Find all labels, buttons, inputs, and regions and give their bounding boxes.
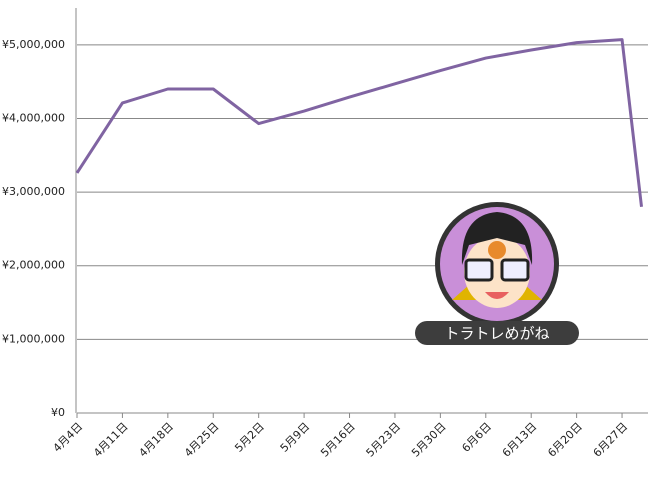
avatar-hair	[461, 212, 533, 265]
x-tick-label: 6月27日	[591, 420, 631, 460]
avatar-glasses	[500, 258, 530, 282]
x-tick-label: 4月4日	[51, 420, 86, 455]
y-tick-label: ¥0	[51, 406, 65, 419]
x-tick-label: 6月13日	[500, 420, 540, 460]
badge-label-bg	[415, 321, 579, 345]
avatar-badge: トラトレめがね	[415, 202, 579, 345]
x-tick-label: 5月30日	[409, 420, 449, 460]
x-tick-label: 4月18日	[136, 420, 176, 460]
y-tick-label: ¥5,000,000	[2, 38, 65, 51]
avatar-tiger	[488, 241, 506, 259]
badge-label: トラトレめがね	[444, 325, 549, 343]
y-tick-label: ¥3,000,000	[2, 185, 65, 198]
x-tick-label: 6月6日	[459, 420, 494, 455]
data-line	[75, 38, 644, 207]
x-tick-label: 5月9日	[278, 420, 313, 455]
y-tick-label: ¥1,000,000	[2, 332, 65, 345]
avatar-face	[464, 236, 530, 308]
y-tick-label: ¥4,000,000	[2, 111, 65, 124]
x-tick-label: 6月20日	[545, 420, 585, 460]
x-tick-label: 5月16日	[318, 420, 358, 460]
x-tick-label: 4月25日	[182, 420, 222, 460]
avatar-glasses	[464, 258, 494, 282]
x-tick-label: 5月2日	[232, 420, 267, 455]
avatar-mouth	[485, 292, 509, 299]
x-tick-label: 5月23日	[364, 420, 404, 460]
y-tick-label: ¥2,000,000	[2, 259, 65, 272]
x-tick-label: 4月11日	[91, 420, 131, 460]
